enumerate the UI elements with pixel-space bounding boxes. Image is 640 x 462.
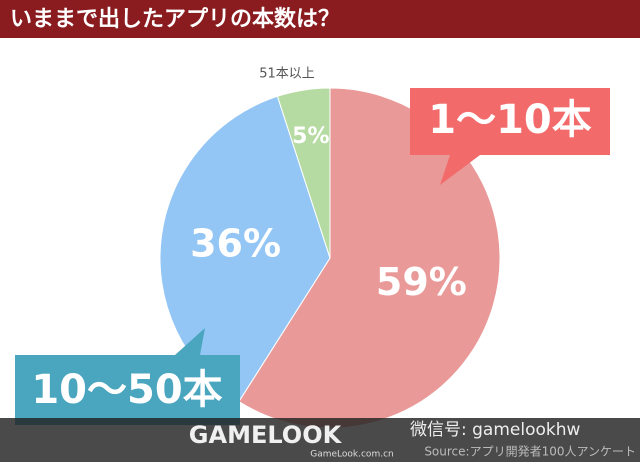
watermark-brand: GAMELOOK	[189, 421, 343, 449]
watermark-wechat: 微信号: gamelookhw	[410, 420, 581, 440]
category-label: 1〜10本	[428, 97, 592, 143]
watermark-bar	[0, 418, 640, 462]
pie-slice	[276, 87, 331, 259]
data-label: 5%	[292, 124, 329, 149]
title-band	[0, 0, 640, 38]
watermark-site: GameLook.com.cn	[310, 450, 393, 460]
chart-title: いままで出したアプリの本数は？	[10, 6, 340, 32]
callout	[15, 328, 240, 425]
data-label: 36%	[190, 222, 281, 266]
category-label: 51本以上	[259, 67, 315, 82]
pie: 59% 36% 5%	[159, 87, 501, 429]
callout	[410, 88, 610, 185]
watermark-source: Source:アプリ開発者100人アンケート	[424, 445, 636, 459]
category-label: 10〜50本	[31, 367, 222, 413]
data-label: 59%	[376, 260, 467, 304]
